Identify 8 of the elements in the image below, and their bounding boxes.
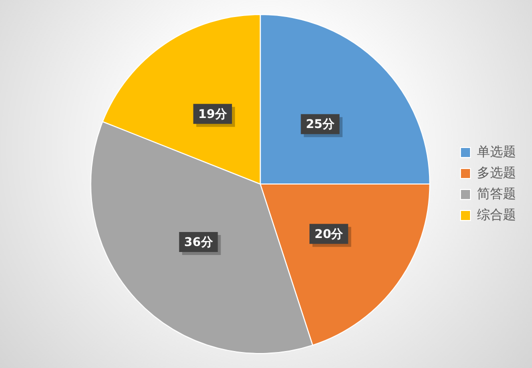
legend-label: 简答题: [477, 186, 516, 202]
legend-label: 多选题: [477, 166, 516, 181]
legend-label: 单选题: [477, 144, 516, 160]
data-label: 36分: [184, 235, 214, 250]
data-label: 25分: [306, 117, 336, 132]
legend-label: 综合题: [477, 208, 516, 223]
data-label: 19分: [198, 107, 228, 122]
data-label: 20分: [314, 226, 344, 241]
